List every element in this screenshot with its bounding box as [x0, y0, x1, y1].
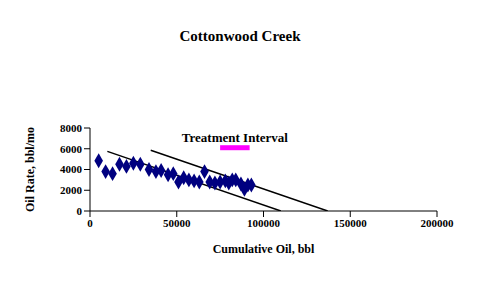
svg-text:0: 0 [77, 205, 83, 217]
svg-text:Cumulative Oil, bbl: Cumulative Oil, bbl [213, 242, 315, 256]
svg-text:Treatment Interval: Treatment Interval [182, 130, 288, 145]
svg-text:50000: 50000 [163, 217, 191, 229]
svg-text:6000: 6000 [60, 143, 83, 155]
svg-text:2000: 2000 [60, 184, 83, 196]
html-text:Cottonwood Creek: Cottonwood Creek [179, 28, 301, 44]
svg-text:8000: 8000 [60, 122, 83, 134]
svg-text:100000: 100000 [247, 217, 281, 229]
svg-text:200000: 200000 [421, 217, 455, 229]
svg-text:Oil Rate, bbl/mo: Oil Rate, bbl/mo [23, 127, 37, 212]
svg-text:0: 0 [87, 217, 93, 229]
svg-text:150000: 150000 [334, 217, 368, 229]
svg-text:4000: 4000 [60, 163, 83, 175]
